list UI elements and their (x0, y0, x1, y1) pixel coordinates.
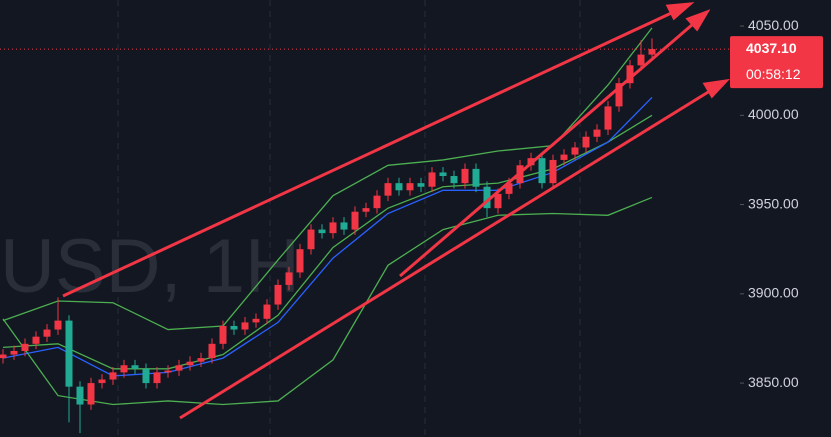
candle-body (285, 272, 293, 285)
y-tick-label: 3850.00 (748, 374, 799, 390)
candle-body (450, 176, 458, 184)
candle-body (483, 186, 491, 209)
candle-body (10, 350, 18, 355)
candle-body (318, 229, 326, 234)
y-tick-label: 4050.00 (748, 17, 799, 33)
candle-body (32, 336, 40, 344)
candle-body (98, 379, 106, 384)
candle-body (87, 383, 95, 405)
candle-body (43, 329, 51, 337)
candle-body (230, 325, 238, 330)
candle-body (109, 372, 117, 380)
last-price-label: 4037.10 (746, 40, 797, 56)
candle-body (494, 193, 502, 209)
candle-body (208, 343, 216, 359)
candle-body (637, 54, 645, 66)
candle-body (329, 222, 337, 234)
candle-body (439, 172, 447, 177)
candle-body (340, 222, 348, 230)
candle-body (582, 136, 590, 148)
y-tick-label: 3950.00 (748, 195, 799, 211)
candle-body (142, 368, 150, 384)
candle-body (373, 195, 381, 209)
candle-body (296, 249, 304, 273)
candle-body (538, 158, 546, 184)
candle-body (406, 183, 414, 191)
candle-body (384, 183, 392, 196)
overlay-line (2, 196, 653, 406)
candle-body (54, 320, 62, 330)
candle-body (351, 211, 359, 230)
candle-body (164, 370, 172, 373)
candle-body (263, 304, 271, 319)
candle-body (65, 320, 73, 387)
candle-body (307, 229, 315, 250)
candle-body (153, 372, 161, 384)
candle-body (648, 49, 656, 55)
candle-body (76, 386, 84, 405)
candle-body (219, 325, 227, 344)
candle-body (571, 147, 579, 155)
candle-body (604, 106, 612, 130)
candle-body (0, 354, 7, 359)
watermark: USD, 1H (0, 224, 300, 309)
countdown: 00:58:12 (746, 66, 801, 82)
candle-body (197, 358, 205, 362)
candle-body (593, 129, 601, 137)
y-tick-label: 4000.00 (748, 106, 799, 122)
candle-body (21, 343, 29, 351)
candle-body (626, 65, 634, 84)
candle-body (417, 183, 425, 187)
candle-body (461, 168, 469, 184)
candle-body (120, 365, 128, 373)
candle-body (615, 83, 623, 107)
last-price-box (730, 36, 823, 89)
candle-body (274, 284, 282, 305)
candle-body (362, 208, 370, 212)
candle-body (560, 154, 568, 160)
candle-body (549, 159, 557, 184)
candle-body (505, 183, 513, 194)
candle-body (241, 322, 249, 330)
candle-body (186, 361, 194, 366)
candle-body (175, 365, 183, 371)
candle-body (252, 318, 260, 323)
candle-body (472, 168, 480, 187)
candle-body (131, 365, 139, 369)
candle-body (395, 183, 403, 191)
trend-arrows (62, 2, 730, 420)
y-tick-label: 3900.00 (748, 285, 799, 301)
candle-body (428, 172, 436, 187)
